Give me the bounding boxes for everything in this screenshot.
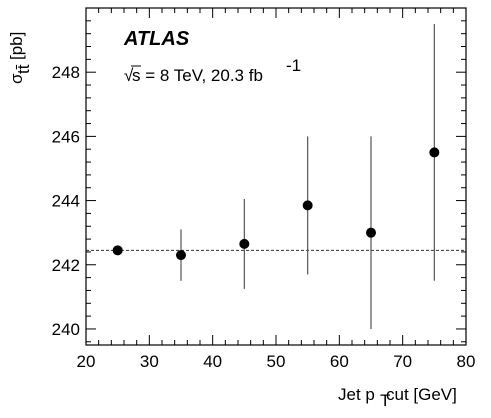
x-tick-layer: 20 30 40 50 60 70 80 bbox=[77, 8, 476, 371]
x-tick-label: 70 bbox=[393, 352, 412, 371]
data-point bbox=[239, 238, 250, 249]
x-axis-title-sub: T bbox=[380, 391, 390, 410]
y-tick-label: 248 bbox=[52, 63, 80, 82]
data-point bbox=[429, 147, 440, 158]
plot-frame bbox=[85, 7, 467, 346]
y-axis-title-unit: [pb] bbox=[7, 32, 26, 60]
x-tick-label: 50 bbox=[267, 352, 286, 371]
sqrt-symbol: √ bbox=[124, 66, 134, 85]
y-axis-title-sub: tt̄ bbox=[14, 64, 33, 74]
y-tick-label: 240 bbox=[52, 320, 80, 339]
x-tick-label: 30 bbox=[140, 352, 159, 371]
x-axis-title: Jet p T cut [GeV] bbox=[338, 385, 457, 410]
data-point bbox=[176, 250, 186, 261]
x-axis-title-suffix: cut [GeV] bbox=[386, 385, 457, 404]
x-tick-label: 40 bbox=[203, 352, 222, 371]
data-point bbox=[112, 245, 123, 256]
x-tick-label: 80 bbox=[457, 352, 476, 371]
y-tick-label: 246 bbox=[52, 127, 80, 146]
x-tick-label: 60 bbox=[330, 352, 349, 371]
data-point bbox=[302, 200, 313, 211]
data-point bbox=[366, 227, 376, 238]
y-axis-title: σ tt̄ [pb] bbox=[7, 32, 33, 84]
energy-annotation: √ s = 8 TeV, 20.3 fb -1 bbox=[124, 56, 301, 85]
experiment-label: ATLAS bbox=[123, 28, 190, 50]
x-tick-label: 20 bbox=[77, 352, 96, 371]
lumi-superscript: -1 bbox=[286, 56, 301, 75]
y-tick-label: 244 bbox=[52, 192, 80, 211]
y-tick-label: 242 bbox=[52, 256, 80, 275]
x-axis-title-prefix: Jet p bbox=[338, 385, 375, 404]
y-tick-layer: 240 242 244 246 248 bbox=[52, 20, 466, 343]
y-axis-title-main: σ bbox=[7, 73, 26, 84]
data-point-layer bbox=[112, 147, 440, 261]
energy-label: s = 8 TeV, 20.3 fb bbox=[132, 66, 263, 85]
